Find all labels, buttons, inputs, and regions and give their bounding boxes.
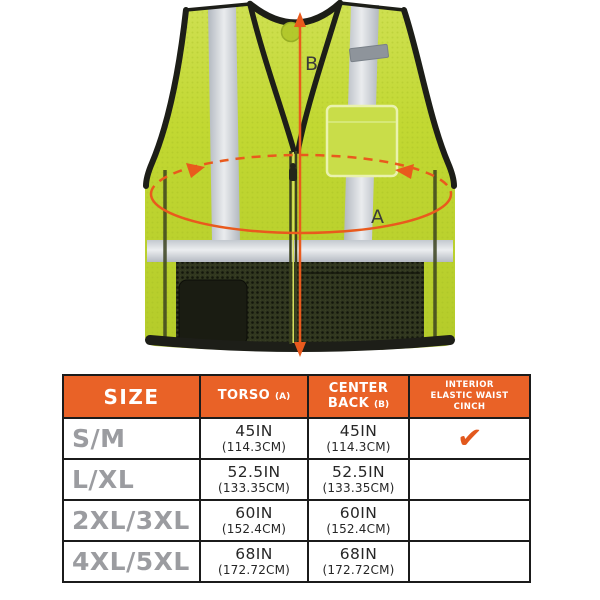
header-center-back-note: (B) xyxy=(374,399,390,410)
header-size: SIZE xyxy=(62,374,201,419)
header-torso: TORSO (A) xyxy=(199,374,309,419)
cinch-value xyxy=(408,540,531,583)
header-torso-note: (A) xyxy=(275,392,291,403)
header-center-back: CENTER BACK (B) xyxy=(307,374,410,419)
zipper xyxy=(289,151,298,344)
size-value: 4XL/5XL xyxy=(62,540,201,583)
table-row-2xl3xl: 2XL/3XL 60IN (152.4CM) 60IN (152.4CM) xyxy=(62,499,531,542)
size-value: S/M xyxy=(62,417,201,460)
table-row-lxl: L/XL 52.5IN (133.35CM) 52.5IN (133.35CM) xyxy=(62,458,531,501)
torso-value: 68IN (172.72CM) xyxy=(199,540,309,583)
header-cinch-label: INTERIOR ELASTIC WAIST CINCH xyxy=(430,379,509,413)
reflective-patch xyxy=(349,43,389,63)
torso-value: 60IN (152.4CM) xyxy=(199,499,309,542)
torso-value: 52.5IN (133.35CM) xyxy=(199,458,309,501)
back-value: 45IN (114.3CM) xyxy=(307,417,410,460)
measurement-label-a: A xyxy=(371,206,384,228)
safety-vest-diagram: B A xyxy=(143,0,457,357)
table-row-sm: S/M 45IN (114.3CM) 45IN (114.3CM) ✔ xyxy=(62,417,531,460)
check-icon: ✔ xyxy=(455,419,484,457)
measurement-label-b: B xyxy=(305,53,318,75)
size-value: 2XL/3XL xyxy=(62,499,201,542)
size-value: L/XL xyxy=(62,458,201,501)
center-back-arrow xyxy=(294,12,306,357)
cinch-value: ✔ xyxy=(408,417,531,460)
cinch-value xyxy=(408,458,531,501)
header-center-back-label: CENTER BACK xyxy=(327,380,389,411)
size-chart-table: SIZE TORSO (A) CENTER BACK (B) INTERIOR … xyxy=(62,374,531,583)
reflective-stripe-left xyxy=(208,7,240,241)
product-illustration: B A xyxy=(143,0,457,357)
back-value: 68IN (172.72CM) xyxy=(307,540,410,583)
header-torso-label: TORSO xyxy=(217,388,271,404)
table-row-4xl5xl: 4XL/5XL 68IN (172.72CM) 68IN (172.72CM) xyxy=(62,540,531,583)
cinch-value xyxy=(408,499,531,542)
torso-value: 45IN (114.3CM) xyxy=(199,417,309,460)
left-pocket xyxy=(178,279,248,346)
back-value: 52.5IN (133.35CM) xyxy=(307,458,410,501)
chest-pocket xyxy=(325,104,399,178)
zipper-pull xyxy=(290,163,296,169)
torso-measurement-arrowheads xyxy=(186,163,414,179)
header-size-label: SIZE xyxy=(103,384,160,409)
header-cinch: INTERIOR ELASTIC WAIST CINCH xyxy=(408,374,531,419)
back-value: 60IN (152.4CM) xyxy=(307,499,410,542)
